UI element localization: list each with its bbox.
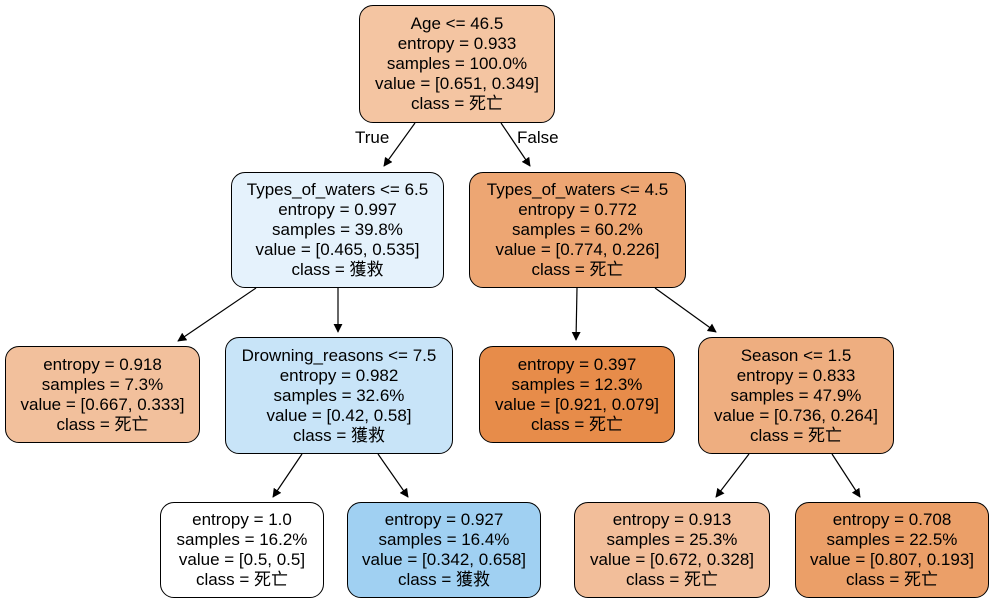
edge-n2-n6	[654, 287, 717, 333]
node-line: value = [0.736, 0.264]	[714, 405, 878, 425]
node-line: samples = 22.5%	[826, 530, 958, 549]
tree-node-n6: Season <= 1.5 entropy = 0.833 samples = 47…	[698, 337, 894, 454]
edge-n0-n1	[383, 122, 416, 167]
node-line: value = [0.465, 0.535]	[255, 240, 420, 259]
node-line: value = [0.807, 0.193]	[810, 550, 974, 569]
node-line: entropy = 0.708	[832, 510, 952, 529]
node-line: class = 死亡	[531, 260, 624, 279]
node-line: Age <= 46.5	[410, 14, 504, 33]
node-line: samples = 60.2%	[512, 220, 643, 239]
node-line: samples = 100.0%	[386, 54, 528, 73]
tree-node-n3: entropy = 0.918 samples = 7.3% value = [0.…	[5, 346, 200, 443]
tree-node-n5: entropy = 0.397 samples = 12.3% value = [0…	[479, 346, 675, 443]
node-line: value = [0.672, 0.328]	[590, 550, 754, 569]
node-line: class = 獲救	[397, 570, 491, 589]
node-line: entropy = 0.772	[518, 200, 637, 219]
node-line: entropy = 0.918	[43, 354, 162, 374]
node-line: class = 獲救	[292, 425, 386, 445]
node-line: samples = 47.9%	[730, 385, 862, 405]
node-line: value = [0.651, 0.349]	[375, 74, 539, 93]
node-line: samples = 32.6%	[273, 385, 405, 405]
tree-node-n8: entropy = 0.927 samples = 16.4% value = [0…	[347, 502, 541, 598]
tree-node-n4: Drowning_reasons <= 7.5 entropy = 0.982 sa…	[225, 337, 453, 454]
node-line: entropy = 0.833	[736, 365, 856, 385]
node-line: class = 死亡	[530, 414, 624, 434]
tree-node-n2: Types_of_waters <= 4.5 entropy = 0.772 sam…	[469, 172, 686, 288]
node-line: class = 死亡	[195, 570, 289, 589]
node-line: entropy = 0.913	[612, 510, 732, 529]
tree-node-n7: entropy = 1.0 samples = 16.2% value = [0.5…	[160, 502, 324, 598]
tree-node-n0: Age <= 46.5 entropy = 0.933 samples = 100.…	[359, 5, 555, 123]
node-line: value = [0.5, 0.5]	[178, 550, 306, 569]
node-line: class = 獲救	[291, 260, 384, 279]
node-line: Season <= 1.5	[740, 345, 852, 365]
node-line: samples = 39.8%	[272, 220, 403, 239]
edge-n4-n7	[272, 453, 303, 498]
edge-n0-n2	[500, 122, 531, 167]
node-line: samples = 7.3%	[41, 374, 164, 394]
edge-n1-n3	[177, 287, 257, 342]
node-line: entropy = 0.927	[384, 510, 504, 529]
node-line: class = 死亡	[56, 414, 149, 434]
node-line: value = [0.42, 0.58]	[266, 405, 412, 425]
edge-n2-n5	[571, 287, 581, 341]
node-line: value = [0.342, 0.658]	[362, 550, 526, 569]
node-line: Types_of_waters <= 4.5	[486, 180, 669, 199]
edge-label-false: False	[517, 128, 559, 147]
node-line: Drowning_reasons <= 7.5	[241, 345, 437, 365]
node-line: entropy = 1.0	[192, 510, 292, 529]
node-line: class = 死亡	[410, 94, 504, 113]
node-line: samples = 16.4%	[378, 530, 510, 549]
tree-node-n9: entropy = 0.913 samples = 25.3% value = [0…	[574, 502, 770, 598]
node-line: class = 死亡	[625, 570, 719, 589]
node-line: value = [0.921, 0.079]	[495, 394, 659, 414]
edge-n4-n8	[377, 453, 409, 498]
node-line: value = [0.774, 0.226]	[495, 240, 660, 259]
node-line: entropy = 0.397	[517, 354, 637, 374]
node-line: entropy = 0.982	[279, 365, 399, 385]
node-line: Types_of_waters <= 6.5	[246, 180, 429, 199]
edge-n6-n10	[831, 453, 861, 498]
node-line: samples = 16.2%	[176, 530, 308, 549]
tree-node-n1: Types_of_waters <= 6.5 entropy = 0.997 sam…	[231, 172, 444, 288]
node-line: entropy = 0.933	[397, 34, 517, 53]
edge-label-true: True	[355, 128, 390, 147]
node-line: samples = 12.3%	[511, 374, 643, 394]
node-line: entropy = 0.997	[278, 200, 397, 219]
tree-node-n10: entropy = 0.708 samples = 22.5% value = [0…	[795, 502, 989, 598]
node-line: class = 死亡	[749, 425, 843, 445]
node-line: samples = 25.3%	[606, 530, 738, 549]
node-line: value = [0.667, 0.333]	[20, 394, 185, 414]
node-line: class = 死亡	[845, 570, 939, 589]
edge-n6-n9	[715, 453, 750, 498]
